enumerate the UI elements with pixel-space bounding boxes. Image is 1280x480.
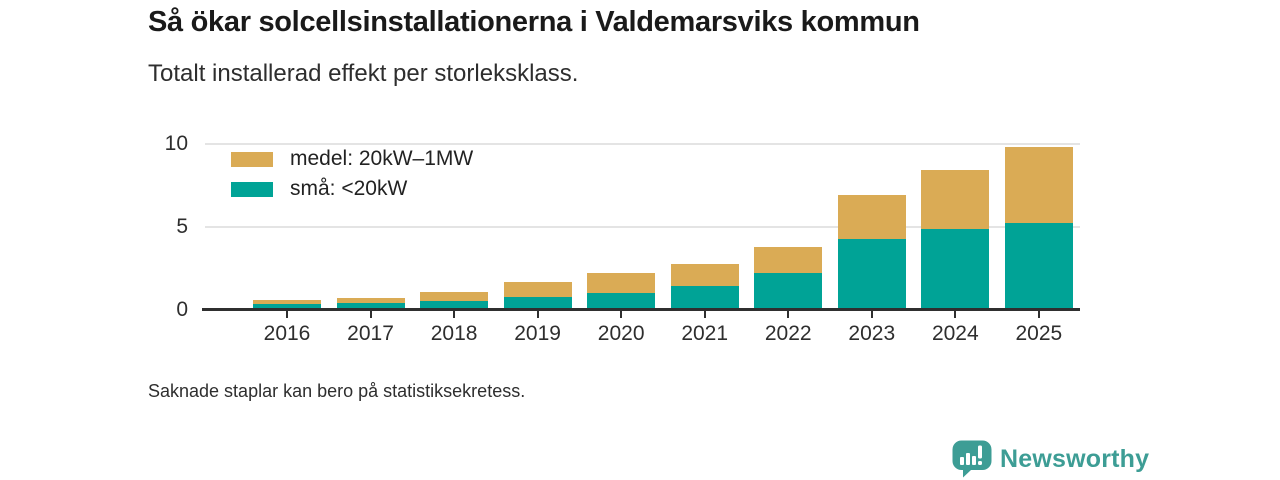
bar-stack-2025 bbox=[1004, 146, 1073, 310]
y-axis-label-10: 10 bbox=[164, 132, 188, 155]
bar-2022-medel bbox=[754, 246, 823, 273]
bar-2021-medel bbox=[670, 264, 739, 286]
bar-2019-medel bbox=[503, 281, 572, 297]
bar-2020-sma bbox=[587, 293, 656, 310]
bar-2021-sma bbox=[670, 285, 739, 310]
x-axis-label-2016: 2016 bbox=[263, 322, 311, 345]
legend-label-medel: medel: 20kW–1MW bbox=[290, 147, 474, 170]
bar-2020-medel bbox=[587, 272, 656, 294]
gridline-5 bbox=[205, 226, 1080, 228]
legend-swatch-medel bbox=[231, 151, 273, 167]
x-axis-tick bbox=[620, 310, 623, 318]
legend-item-medel: medel: 20kW–1MW bbox=[231, 144, 473, 174]
gridline-10 bbox=[205, 143, 1080, 145]
bar-stack-2024 bbox=[921, 169, 990, 310]
x-axis-tick bbox=[286, 310, 288, 318]
bar-2023-medel bbox=[837, 195, 906, 239]
bar-2017-medel bbox=[336, 297, 405, 304]
x-axis-tick bbox=[369, 310, 372, 318]
x-axis-label-2017: 2017 bbox=[347, 322, 394, 345]
bar-2018-sma bbox=[420, 300, 489, 310]
y-axis-label-0: 0 bbox=[176, 298, 188, 321]
x-axis-tick bbox=[787, 310, 790, 318]
branding: Newsworthy bbox=[952, 440, 1149, 478]
footnote: Saknade staplar kan bero på statistiksek… bbox=[148, 381, 526, 401]
bar-2023-sma bbox=[837, 238, 906, 310]
bar-2019-sma bbox=[503, 296, 572, 310]
bar-stack-2023 bbox=[837, 195, 906, 310]
x-axis-label-2018: 2018 bbox=[430, 322, 478, 345]
x-axis-tick bbox=[536, 310, 539, 318]
legend: medel: 20kW–1MW små: <20kW bbox=[231, 144, 473, 204]
bar-stack-2019 bbox=[503, 281, 572, 310]
bar-stack-2020 bbox=[587, 272, 656, 310]
x-axis-label-2022: 2022 bbox=[764, 322, 812, 345]
x-axis-label-2025: 2025 bbox=[1015, 322, 1063, 345]
bar-2024-medel bbox=[921, 169, 990, 230]
legend-label-sma: små: <20kW bbox=[290, 177, 408, 200]
legend-swatch-sma bbox=[231, 181, 273, 197]
x-axis-label-2021: 2021 bbox=[681, 322, 729, 345]
bar-2016-sma bbox=[253, 304, 321, 310]
chart-title: Så ökar solcellsinstallationerna i Valde… bbox=[148, 6, 920, 38]
x-axis-tick bbox=[954, 310, 957, 318]
x-axis-tick bbox=[870, 310, 873, 318]
bar-stack-2017 bbox=[336, 297, 405, 310]
newsworthy-logo-icon bbox=[952, 440, 992, 478]
bar-stack-2018 bbox=[420, 291, 489, 310]
bar-2024-sma bbox=[921, 229, 990, 310]
branding-wordmark: Newsworthy bbox=[1000, 444, 1150, 473]
bar-2025-sma bbox=[1004, 222, 1073, 310]
bar-2017-sma bbox=[336, 303, 405, 310]
x-axis-label-2023: 2023 bbox=[848, 322, 896, 345]
x-axis-line bbox=[202, 308, 1080, 311]
x-axis-tick bbox=[453, 310, 456, 318]
x-axis-label-2020: 2020 bbox=[597, 322, 645, 345]
x-axis-label-2024: 2024 bbox=[931, 322, 979, 345]
bar-2018-medel bbox=[420, 291, 489, 301]
bar-2016-medel bbox=[253, 300, 321, 305]
x-axis-tick bbox=[703, 310, 706, 318]
legend-item-sma: små: <20kW bbox=[231, 174, 473, 204]
bar-stack-2021 bbox=[670, 264, 739, 310]
bar-stack-2016 bbox=[253, 300, 321, 310]
chart-subtitle: Totalt installerad effekt per storlekskl… bbox=[148, 60, 579, 87]
bar-2022-sma bbox=[754, 272, 823, 310]
bar-2025-medel bbox=[1004, 146, 1073, 223]
plot-area: medel: 20kW–1MW små: <20kW 2016 2017 2018 2… bbox=[202, 130, 1080, 345]
x-axis-label-2019: 2019 bbox=[514, 322, 561, 345]
bar-stack-2022 bbox=[754, 246, 823, 310]
y-axis-label-5: 5 bbox=[176, 215, 188, 238]
x-axis-tick bbox=[1037, 310, 1040, 318]
